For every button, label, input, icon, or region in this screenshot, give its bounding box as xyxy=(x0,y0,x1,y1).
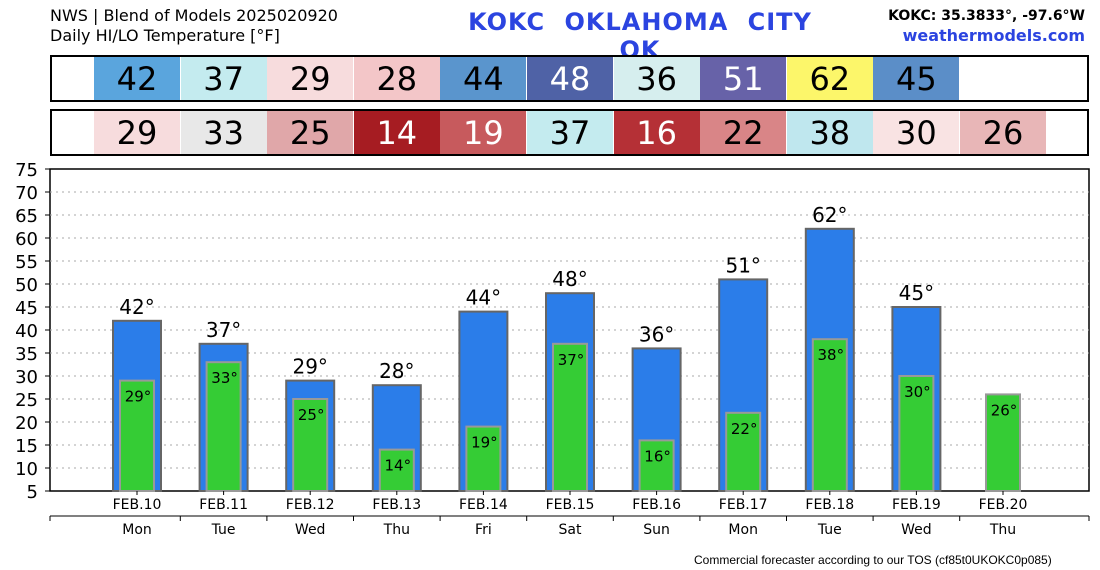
low-temp-cell-7: 22 xyxy=(700,111,787,154)
low-bar-5 xyxy=(552,342,588,492)
high-bar-label-4: 44° xyxy=(466,286,501,310)
y-tick-label: 40 xyxy=(15,321,38,342)
high-bar-label-1: 37° xyxy=(206,318,241,342)
y-tick-label: 60 xyxy=(15,229,38,250)
low-bar-3 xyxy=(378,448,415,493)
high-temp-cell-4: 44 xyxy=(440,57,527,100)
low-temp-cell-10: 26 xyxy=(960,111,1046,154)
low-bar-label-10: 26° xyxy=(991,401,1018,419)
header-right: KOKC: 35.3833°, -97.6°W weathermodels.co… xyxy=(888,6,1085,46)
y-tick-label: 55 xyxy=(15,252,38,273)
y-tick-label: 50 xyxy=(15,275,38,296)
y-tick-label: 35 xyxy=(15,344,38,365)
low-bar-label-5: 37° xyxy=(558,351,585,369)
chart-subtitle: Daily HI/LO Temperature [°F] xyxy=(50,26,280,45)
low-bar-0 xyxy=(119,379,155,493)
x-tick-label-8: FEB.18 xyxy=(805,497,854,513)
low-temp-cell-9: 30 xyxy=(873,111,960,154)
high-bar-label-6: 36° xyxy=(639,322,674,346)
weekday-label-8: Tue xyxy=(817,522,842,538)
high-bar-label-2: 29° xyxy=(292,355,327,379)
site-link[interactable]: weathermodels.com xyxy=(902,26,1085,45)
low-temp-cell-4: 19 xyxy=(440,111,527,154)
x-tick-label-1: FEB.11 xyxy=(199,497,248,513)
high-temperature-strip: 42 37 29 28 44 48 36 51 62 45 xyxy=(50,55,1089,102)
high-temp-cell-9: 45 xyxy=(873,57,960,100)
low-bar-label-8: 38° xyxy=(818,346,845,364)
y-tick-label: 30 xyxy=(15,367,38,388)
weekday-label-0: Mon xyxy=(122,522,152,538)
weekday-label-7: Mon xyxy=(728,522,758,538)
weekday-label-9: Wed xyxy=(901,522,932,538)
low-bar-label-3: 14° xyxy=(385,457,412,475)
high-bar-label-3: 28° xyxy=(379,359,414,383)
weekday-label-5: Sat xyxy=(559,522,582,538)
low-temp-cell-2: 25 xyxy=(267,111,354,154)
weekday-label-2: Wed xyxy=(295,522,326,538)
low-bar-label-0: 29° xyxy=(125,388,152,406)
y-tick-label: 5 xyxy=(27,482,38,503)
y-tick-label: 75 xyxy=(15,160,38,181)
low-bar-10 xyxy=(985,393,1021,492)
weekday-label-6: Sun xyxy=(643,522,670,538)
low-bar-9 xyxy=(898,375,935,492)
y-tick-label: 65 xyxy=(15,206,38,227)
high-temp-cell-6: 36 xyxy=(613,57,700,100)
low-bar-label-6: 16° xyxy=(644,447,671,465)
low-bar-label-2: 25° xyxy=(298,406,325,424)
x-tick-label-9: FEB.19 xyxy=(892,497,941,513)
x-tick-label-10: FEB.20 xyxy=(979,497,1028,513)
y-tick-label: 45 xyxy=(15,298,38,319)
weekday-label-1: Tue xyxy=(211,522,236,538)
high-temp-cell-0: 42 xyxy=(94,57,180,100)
y-tick-label: 15 xyxy=(15,436,38,457)
low-temp-cell-3: 14 xyxy=(353,111,440,154)
x-tick-label-5: FEB.15 xyxy=(546,497,595,513)
high-bar-label-0: 42° xyxy=(119,295,154,319)
high-bar-label-8: 62° xyxy=(812,203,847,227)
low-bar-label-4: 19° xyxy=(471,434,498,452)
source-line: NWS | Blend of Models 2025020920 xyxy=(50,6,338,25)
weekday-label-10: Thu xyxy=(989,522,1016,538)
x-tick-label-7: FEB.17 xyxy=(719,497,768,513)
footer-note: Commercial forecaster according to our T… xyxy=(694,553,1052,567)
x-tick-label-0: FEB.10 xyxy=(113,497,162,513)
station-coordinates: KOKC: 35.3833°, -97.6°W xyxy=(888,8,1085,24)
low-bar-1 xyxy=(205,361,242,493)
low-bar-8 xyxy=(811,338,848,493)
y-tick-label: 10 xyxy=(15,459,38,480)
low-temp-cell-5: 37 xyxy=(527,111,613,154)
weekday-label-4: Fri xyxy=(475,522,492,538)
low-temp-cell-8: 38 xyxy=(786,111,873,154)
low-temp-cell-1: 33 xyxy=(180,111,267,154)
y-tick-label: 25 xyxy=(15,390,38,411)
x-tick-label-3: FEB.13 xyxy=(372,497,421,513)
x-tick-label-6: FEB.16 xyxy=(632,497,681,513)
high-temp-cell-5: 48 xyxy=(527,57,613,100)
high-bar-label-7: 51° xyxy=(725,253,760,277)
header-left: NWS | Blend of Models 2025020920 Daily H… xyxy=(50,6,338,46)
high-temp-cell-8: 62 xyxy=(786,57,873,100)
low-bar-7 xyxy=(725,411,762,492)
low-temperature-strip: 29 33 25 14 19 37 16 22 38 30 26 xyxy=(50,109,1089,156)
high-temp-cell-2: 29 xyxy=(267,57,354,100)
high-temp-cell-1: 37 xyxy=(180,57,267,100)
low-temp-cell-0: 29 xyxy=(94,111,180,154)
y-tick-label: 70 xyxy=(15,183,38,204)
high-temp-cell-7: 51 xyxy=(700,57,787,100)
low-bar-label-9: 30° xyxy=(904,383,931,401)
high-bar-label-5: 48° xyxy=(552,267,587,291)
low-bar-label-7: 22° xyxy=(731,420,758,438)
weekday-label-3: Thu xyxy=(383,522,410,538)
y-tick-label: 20 xyxy=(15,413,38,434)
x-tick-label-2: FEB.12 xyxy=(286,497,335,513)
high-bar-label-9: 45° xyxy=(899,281,934,305)
high-temp-cell-3: 28 xyxy=(353,57,440,100)
x-tick-label-4: FEB.14 xyxy=(459,497,508,513)
low-bar-label-1: 33° xyxy=(211,369,238,387)
low-temp-cell-6: 16 xyxy=(613,111,700,154)
station-title: KOKC OKLAHOMA CITY OK xyxy=(468,8,812,64)
